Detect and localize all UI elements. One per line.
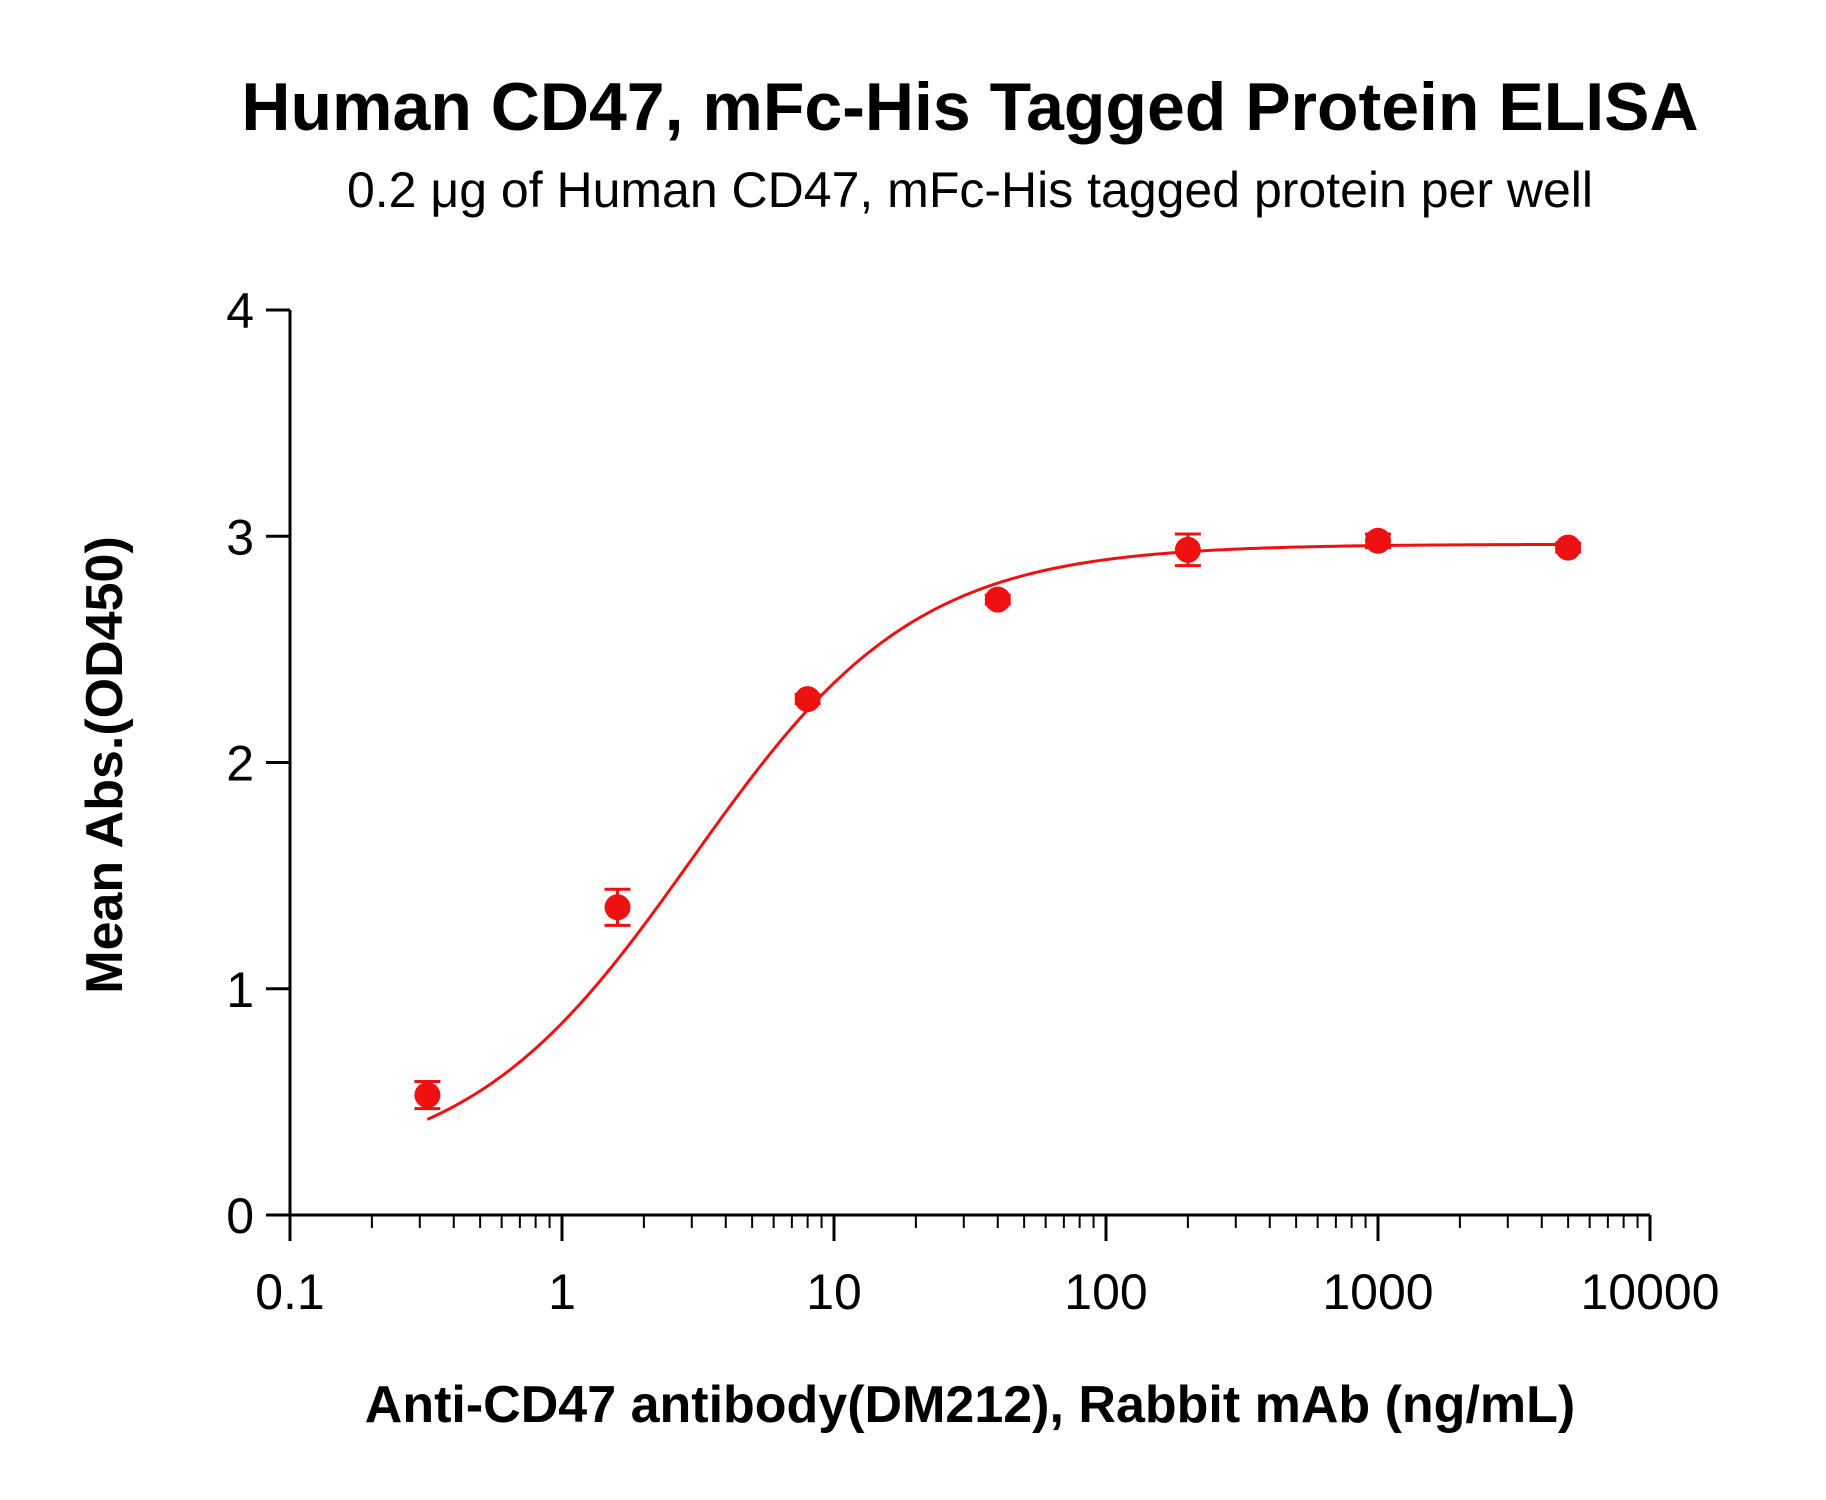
fit-curve-layer [426, 542, 1569, 1121]
y-axis-label: Mean Abs.(OD450) [76, 536, 134, 994]
x-tick-label: 10 [806, 1264, 862, 1320]
tick-labels: 0 1 2 3 4 0.1 1 10 100 1000 10000 [226, 283, 1719, 1320]
y-tick-label: 4 [226, 283, 254, 339]
data-points-layer [414, 527, 1582, 1111]
chart-title: Human CD47, mFc-His Tagged Protein ELISA [241, 69, 1698, 145]
data-point [604, 894, 631, 921]
x-tick-label: 1 [548, 1264, 576, 1320]
data-point [1174, 536, 1201, 563]
x-tick-label: 10000 [1580, 1264, 1719, 1320]
data-point [1365, 527, 1391, 554]
y-tick-label: 2 [226, 736, 254, 792]
data-point [984, 586, 1011, 613]
x-tick-label: 100 [1064, 1264, 1147, 1320]
x-tick-label: 0.1 [255, 1264, 325, 1320]
x-tick-label: 1000 [1322, 1264, 1433, 1320]
data-point [1555, 534, 1582, 561]
y-tick-label: 0 [226, 1188, 254, 1244]
data-point [414, 1082, 441, 1109]
y-tick-label: 3 [226, 509, 254, 565]
y-tick-label: 1 [226, 962, 254, 1018]
data-point [794, 686, 821, 713]
fit-curve [426, 542, 1569, 1121]
chart-subtitle: 0.2 μg of Human CD47, mFc-His tagged pro… [347, 162, 1593, 218]
axes [266, 308, 1652, 1241]
x-axis-label: Anti-CD47 antibody(DM212), Rabbit mAb (n… [365, 1376, 1575, 1434]
